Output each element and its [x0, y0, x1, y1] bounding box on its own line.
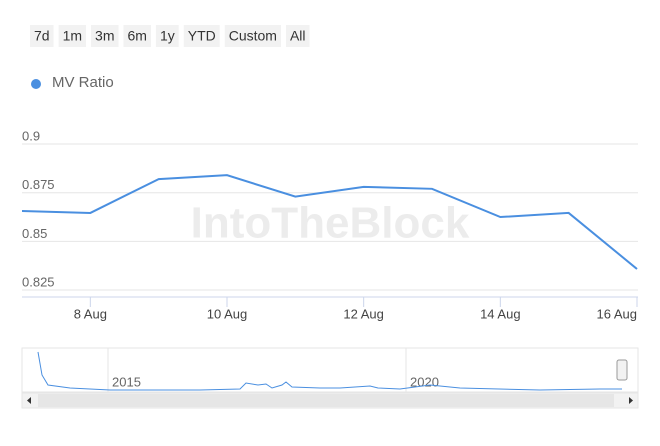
- button-bg[interactable]: [285, 25, 310, 47]
- button-bg[interactable]: [91, 25, 119, 47]
- navigator-frame: [21, 347, 639, 393]
- x-tick-label: 8 Aug: [74, 306, 107, 321]
- y-tick-label: 0.85: [22, 226, 47, 241]
- navigator-handle[interactable]: [616, 359, 628, 381]
- button-bg[interactable]: [224, 25, 281, 47]
- x-tick-label: 12 Aug: [343, 306, 384, 321]
- x-tick-label: 14 Aug: [480, 306, 521, 321]
- button-label[interactable]: Custom: [229, 28, 277, 44]
- range-button[interactable]: All: [285, 25, 310, 47]
- x-tick-label: 16 Aug: [597, 306, 638, 321]
- navigator-label: 2015: [112, 374, 141, 389]
- navigator: 2015 2020: [21, 347, 639, 409]
- range-button[interactable]: 6m: [123, 25, 151, 47]
- button-bg[interactable]: [183, 25, 220, 47]
- button-bg[interactable]: [30, 25, 54, 47]
- button-label[interactable]: All: [290, 28, 306, 44]
- range-button[interactable]: 3m: [91, 25, 119, 47]
- navigator-label: 2020: [410, 374, 439, 389]
- range-button[interactable]: YTD: [183, 25, 220, 47]
- button-bg[interactable]: [155, 25, 179, 47]
- y-tick-label: 0.825: [22, 274, 55, 289]
- scroll-right[interactable]: [629, 397, 633, 404]
- x-axis-labels: 8 Aug 10 Aug 12 Aug 14 Aug 16 Aug: [74, 297, 638, 321]
- range-button[interactable]: 1y: [155, 25, 179, 47]
- watermark: IntoTheBlock: [191, 199, 470, 248]
- y-tick-label: 0.875: [22, 177, 55, 192]
- legend: MV Ratio: [31, 74, 114, 91]
- button-label[interactable]: 6m: [127, 28, 146, 44]
- range-button[interactable]: 1m: [58, 25, 87, 47]
- navigator-series: [37, 351, 622, 391]
- button-label[interactable]: 7d: [34, 28, 50, 44]
- y-tick-label: 0.9: [22, 128, 40, 143]
- button-label[interactable]: 1m: [63, 28, 82, 44]
- scroll-left[interactable]: [27, 397, 31, 404]
- button-bg[interactable]: [58, 25, 87, 47]
- button-label[interactable]: 1y: [160, 28, 175, 44]
- x-tick-label: 10 Aug: [207, 306, 248, 321]
- range-button[interactable]: Custom: [224, 25, 281, 47]
- legend-marker: [31, 79, 41, 89]
- plot-area: [22, 174, 638, 270]
- button-label[interactable]: YTD: [188, 28, 216, 44]
- grid: 0.825 0.85 0.875 0.9: [22, 128, 638, 291]
- scrollbar-thumb[interactable]: [38, 394, 614, 407]
- legend-label[interactable]: MV Ratio: [52, 74, 114, 91]
- series-line: [22, 174, 638, 270]
- button-label[interactable]: 3m: [95, 28, 114, 44]
- range-button[interactable]: 7d: [30, 25, 54, 47]
- range-selector: 7d 1m 3m 6m 1y YTD Custom All: [30, 25, 310, 47]
- button-bg[interactable]: [123, 25, 151, 47]
